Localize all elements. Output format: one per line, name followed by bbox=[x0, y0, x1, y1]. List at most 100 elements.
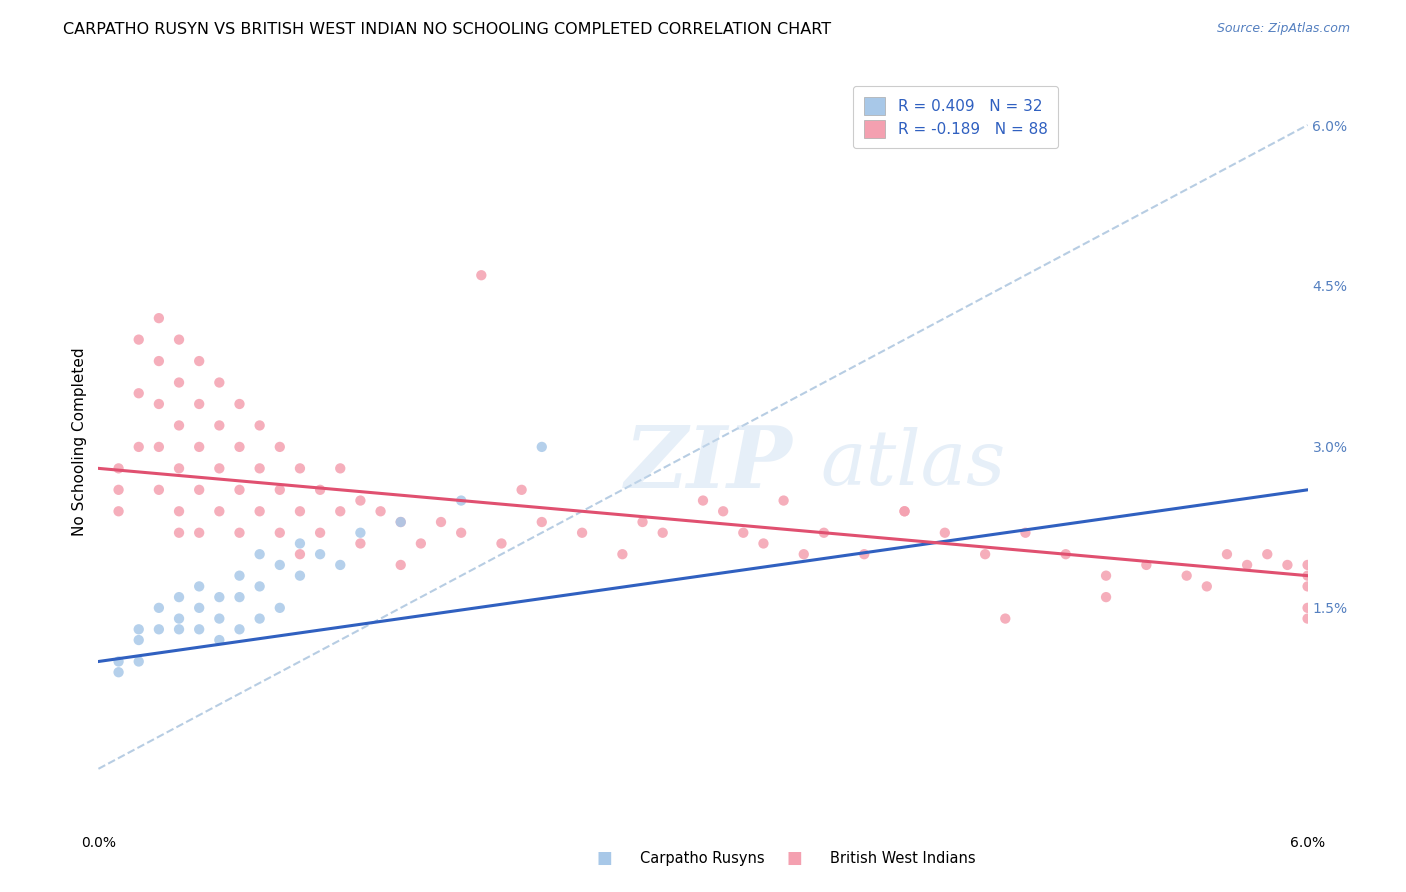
Point bbox=[228, 397, 250, 411]
Point bbox=[329, 504, 352, 518]
Point bbox=[249, 579, 271, 593]
Point bbox=[370, 504, 392, 518]
Point bbox=[148, 311, 170, 326]
Point bbox=[450, 493, 472, 508]
Point bbox=[309, 483, 332, 497]
Point bbox=[288, 461, 311, 475]
Point bbox=[128, 440, 150, 454]
Point bbox=[389, 558, 412, 572]
Text: 6.0%: 6.0% bbox=[1291, 836, 1324, 850]
Point bbox=[208, 590, 231, 604]
Point bbox=[269, 483, 291, 497]
Point bbox=[228, 525, 250, 540]
Point bbox=[107, 504, 129, 518]
Point bbox=[269, 558, 291, 572]
Point bbox=[711, 504, 734, 518]
Point bbox=[1014, 525, 1036, 540]
Point bbox=[612, 547, 634, 561]
Point bbox=[188, 525, 211, 540]
Point bbox=[349, 525, 371, 540]
Point bbox=[188, 397, 211, 411]
Point bbox=[631, 515, 654, 529]
Point bbox=[409, 536, 432, 550]
Point bbox=[148, 600, 170, 615]
Point bbox=[733, 525, 755, 540]
Point bbox=[309, 547, 332, 561]
Point bbox=[128, 386, 150, 401]
Point bbox=[107, 483, 129, 497]
Point bbox=[994, 611, 1017, 625]
Text: ■: ■ bbox=[786, 849, 803, 867]
Point bbox=[1296, 600, 1319, 615]
Point bbox=[1296, 558, 1319, 572]
Text: Carpatho Rusyns: Carpatho Rusyns bbox=[640, 851, 765, 865]
Point bbox=[228, 623, 250, 637]
Point bbox=[692, 493, 714, 508]
Point bbox=[288, 536, 311, 550]
Point bbox=[148, 397, 170, 411]
Legend: R = 0.409   N = 32, R = -0.189   N = 88: R = 0.409 N = 32, R = -0.189 N = 88 bbox=[853, 87, 1059, 148]
Point bbox=[491, 536, 513, 550]
Point bbox=[309, 525, 332, 540]
Point bbox=[128, 655, 150, 669]
Point bbox=[1296, 568, 1319, 582]
Point bbox=[249, 461, 271, 475]
Point bbox=[228, 590, 250, 604]
Point bbox=[167, 590, 190, 604]
Text: Source: ZipAtlas.com: Source: ZipAtlas.com bbox=[1216, 22, 1350, 36]
Point bbox=[530, 515, 553, 529]
Point bbox=[148, 354, 170, 368]
Point bbox=[228, 440, 250, 454]
Y-axis label: No Schooling Completed: No Schooling Completed bbox=[72, 347, 87, 536]
Text: 0.0%: 0.0% bbox=[82, 836, 115, 850]
Point bbox=[974, 547, 997, 561]
Point bbox=[167, 376, 190, 390]
Point bbox=[1296, 611, 1319, 625]
Point bbox=[329, 558, 352, 572]
Point bbox=[208, 418, 231, 433]
Point bbox=[1054, 547, 1077, 561]
Point bbox=[208, 461, 231, 475]
Point bbox=[288, 568, 311, 582]
Point bbox=[249, 547, 271, 561]
Point bbox=[128, 623, 150, 637]
Point bbox=[107, 461, 129, 475]
Point bbox=[893, 504, 915, 518]
Point bbox=[208, 504, 231, 518]
Point bbox=[148, 623, 170, 637]
Point bbox=[349, 493, 371, 508]
Point bbox=[934, 525, 956, 540]
Point bbox=[1256, 547, 1278, 561]
Point bbox=[167, 418, 190, 433]
Point bbox=[389, 515, 412, 529]
Point bbox=[228, 568, 250, 582]
Point bbox=[430, 515, 453, 529]
Point bbox=[530, 440, 553, 454]
Text: atlas: atlas bbox=[820, 426, 1005, 500]
Point bbox=[167, 623, 190, 637]
Point bbox=[349, 536, 371, 550]
Point bbox=[269, 525, 291, 540]
Point bbox=[1277, 558, 1299, 572]
Point bbox=[853, 547, 876, 561]
Point bbox=[188, 440, 211, 454]
Point bbox=[288, 504, 311, 518]
Point bbox=[893, 504, 915, 518]
Point bbox=[329, 461, 352, 475]
Point bbox=[1135, 558, 1157, 572]
Point bbox=[148, 440, 170, 454]
Point bbox=[1216, 547, 1239, 561]
Point bbox=[188, 600, 211, 615]
Point bbox=[249, 611, 271, 625]
Text: ■: ■ bbox=[596, 849, 613, 867]
Point bbox=[772, 493, 794, 508]
Point bbox=[571, 525, 593, 540]
Point bbox=[208, 376, 231, 390]
Text: ZIP: ZIP bbox=[624, 422, 792, 506]
Point bbox=[128, 333, 150, 347]
Point bbox=[188, 483, 211, 497]
Point bbox=[148, 483, 170, 497]
Point bbox=[208, 611, 231, 625]
Point bbox=[651, 525, 673, 540]
Point bbox=[450, 525, 472, 540]
